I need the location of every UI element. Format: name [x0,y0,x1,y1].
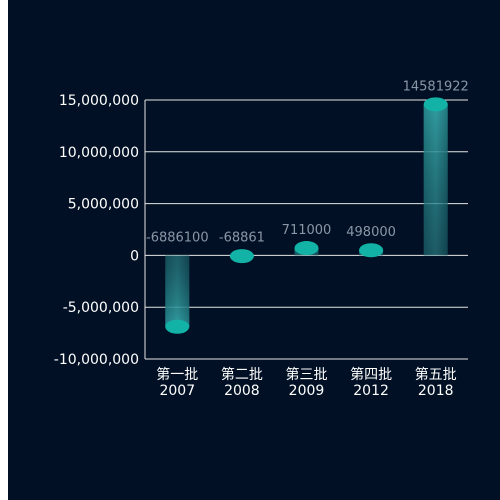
y-tick-label: -10,000,000 [54,352,139,368]
data-label: -6886100 [146,230,209,245]
data-label: 498000 [346,225,396,240]
bar-cap [229,249,254,264]
category-label: 第五批 [415,366,457,383]
bar-group [294,241,319,256]
y-tick-label: 0 [130,248,139,264]
data-label: -68861 [219,230,265,245]
bar-cap [165,319,190,334]
y-axis-labels: 15,000,000 10,000,000 5,000,000 0 -5,000,000… [54,93,139,368]
bar-body-shade [165,255,190,327]
data-label: 711000 [282,223,332,238]
bar-body-shade [423,104,448,256]
category-label: 第四批 [350,366,392,383]
category-label: 第二批 [221,366,263,383]
bar-cap [294,241,319,256]
bar-cap [359,243,384,258]
data-label: 14581922 [403,79,469,94]
bar-group [359,243,384,258]
bar-group [423,97,448,256]
grid-layer [144,99,468,360]
y-tick-label: -5,000,000 [63,300,139,316]
y-tick-label: 5,000,000 [68,197,139,213]
category-label: 2012 [353,383,389,399]
bars [165,97,448,334]
bar-group [165,255,190,334]
category-label: 第三批 [286,366,328,383]
category-label: 2009 [289,383,325,399]
chart-panel [8,0,500,500]
category-label: 2007 [159,383,195,399]
bar-group [229,249,254,264]
category-label: 2018 [418,383,454,399]
y-tick-label: 15,000,000 [59,93,139,109]
category-label: 第一批 [156,366,198,383]
bar-cap [423,97,448,112]
y-tick-label: 10,000,000 [59,145,139,161]
data-labels: -6886100 -68861 711000 498000 14581922 [146,79,469,245]
category-label: 2008 [224,383,260,399]
